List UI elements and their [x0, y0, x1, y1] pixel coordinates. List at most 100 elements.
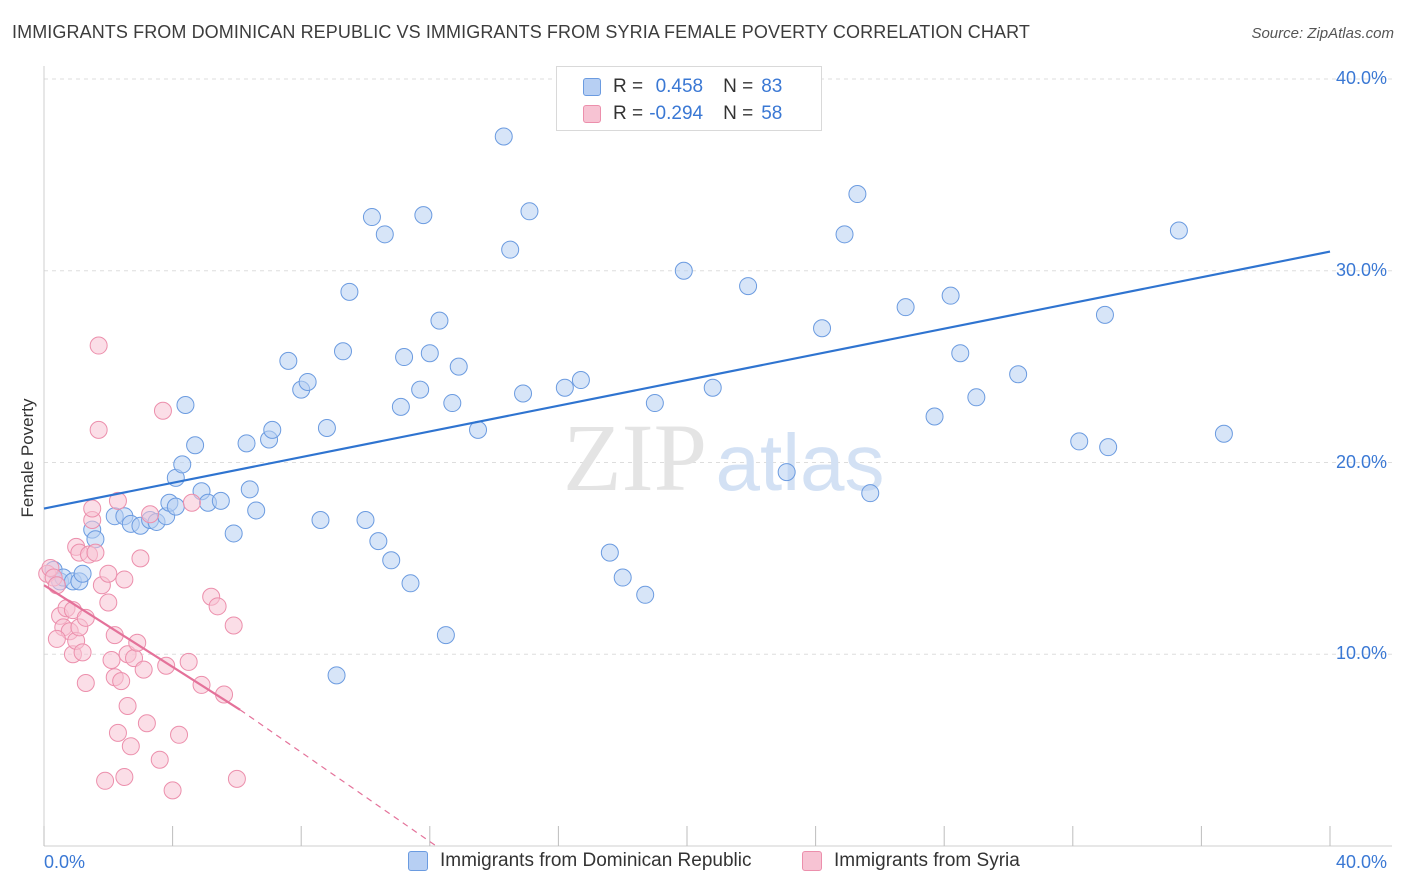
point-dominican: [925, 407, 944, 426]
y-tick-label: 30.0%: [1336, 259, 1388, 280]
y-axis-title: Female Poverty: [18, 398, 37, 518]
point-dominican: [401, 574, 420, 593]
point-syria: [112, 672, 131, 691]
point-syria: [157, 656, 176, 675]
trend-line-dominican: [43, 250, 1331, 510]
point-syria: [182, 493, 201, 512]
point-syria: [150, 750, 169, 769]
point-dominican: [703, 378, 722, 397]
point-dominican: [73, 564, 92, 583]
point-syria: [134, 660, 153, 679]
point-dominican: [848, 185, 867, 204]
point-syria: [118, 697, 137, 716]
legend-r-label: R =: [613, 103, 644, 124]
point-dominican: [1009, 365, 1028, 384]
legend-row-syria: R = -0.294 N = 58: [583, 101, 782, 127]
point-dominican: [311, 511, 330, 530]
point-syria: [89, 420, 108, 439]
point-syria: [163, 781, 182, 800]
point-dominican: [520, 202, 539, 221]
x-tick-label-min: 0.0%: [44, 852, 86, 872]
point-dominican: [636, 585, 655, 604]
point-dominican: [494, 127, 513, 146]
legend-n-value: 58: [761, 103, 783, 124]
point-syria: [224, 616, 243, 635]
point-syria: [89, 336, 108, 355]
point-dominican: [340, 282, 359, 301]
point-syria: [153, 401, 172, 420]
point-dominican: [443, 394, 462, 413]
point-dominican: [420, 344, 439, 363]
point-dominican: [176, 395, 195, 414]
watermark-atlas: atlas: [716, 418, 885, 507]
point-dominican: [382, 551, 401, 570]
legend-n-label: N =: [723, 103, 754, 124]
point-syria: [99, 564, 118, 583]
series-legend: Immigrants from Dominican Republic Immig…: [0, 850, 1406, 878]
point-dominican: [186, 436, 205, 455]
point-dominican: [951, 344, 970, 363]
point-syria: [137, 714, 156, 733]
watermark-zip: ZIP: [563, 404, 707, 511]
point-dominican: [166, 497, 185, 516]
grid-layer: [43, 66, 1392, 847]
point-dominican: [240, 480, 259, 499]
point-dominican: [173, 455, 192, 474]
x-tick-label-max: 40.0%: [1336, 852, 1388, 872]
point-syria: [86, 543, 105, 562]
watermark: ZIP atlas: [563, 404, 884, 511]
point-dominican: [501, 240, 520, 259]
point-dominican: [263, 420, 282, 439]
point-syria: [47, 576, 66, 595]
point-syria: [141, 505, 160, 524]
point-syria: [73, 643, 92, 662]
point-dominican: [645, 394, 664, 413]
point-dominican: [430, 311, 449, 330]
source-label: Source: ZipAtlas.com: [1251, 25, 1394, 42]
point-dominican: [317, 418, 336, 437]
legend-r-value: 0.458: [655, 76, 704, 97]
legend-swatch-blue: [408, 851, 428, 871]
point-dominican: [391, 397, 410, 416]
point-dominican: [247, 501, 266, 520]
point-dominican: [327, 666, 346, 685]
point-dominican: [674, 261, 693, 280]
point-syria: [121, 737, 140, 756]
point-dominican: [395, 348, 414, 367]
point-dominican: [514, 384, 533, 403]
point-dominican: [896, 298, 915, 317]
y-tick-label: 40.0%: [1336, 68, 1388, 88]
point-dominican: [613, 568, 632, 587]
point-syria: [115, 767, 134, 786]
point-syria: [170, 725, 189, 744]
point-dominican: [211, 491, 230, 510]
legend-n-value: 83: [761, 76, 783, 97]
y-tick-label: 20.0%: [1336, 451, 1388, 472]
point-dominican: [967, 388, 986, 407]
point-dominican: [941, 286, 960, 305]
point-dominican: [1099, 438, 1118, 457]
point-syria: [108, 491, 127, 510]
point-dominican: [1214, 424, 1233, 443]
point-syria: [179, 652, 198, 671]
point-dominican: [279, 351, 298, 370]
point-dominican: [411, 380, 430, 399]
points-layer: [38, 77, 1233, 800]
legend-row-dominican: R = 0.458 N = 83: [583, 74, 782, 100]
point-dominican: [571, 371, 590, 390]
point-dominican: [555, 378, 574, 397]
point-dominican: [1169, 221, 1188, 240]
legend-item-dominican: Immigrants from Dominican Republic: [408, 850, 752, 872]
point-dominican: [1070, 432, 1089, 451]
legend-swatch-pink: [583, 105, 601, 123]
point-dominican: [298, 372, 317, 391]
chart-title: IMMIGRANTS FROM DOMINICAN REPUBLIC VS IM…: [12, 22, 1030, 42]
legend-n-label: N =: [723, 76, 754, 97]
trend-line-syria: [43, 584, 241, 711]
legend-item-syria: Immigrants from Syria: [802, 850, 1020, 872]
point-syria: [47, 629, 66, 648]
correlation-legend: R = 0.458 N = 83 R = -0.294 N = 58: [556, 66, 822, 131]
point-dominican: [375, 225, 394, 244]
point-dominican: [1095, 305, 1114, 324]
